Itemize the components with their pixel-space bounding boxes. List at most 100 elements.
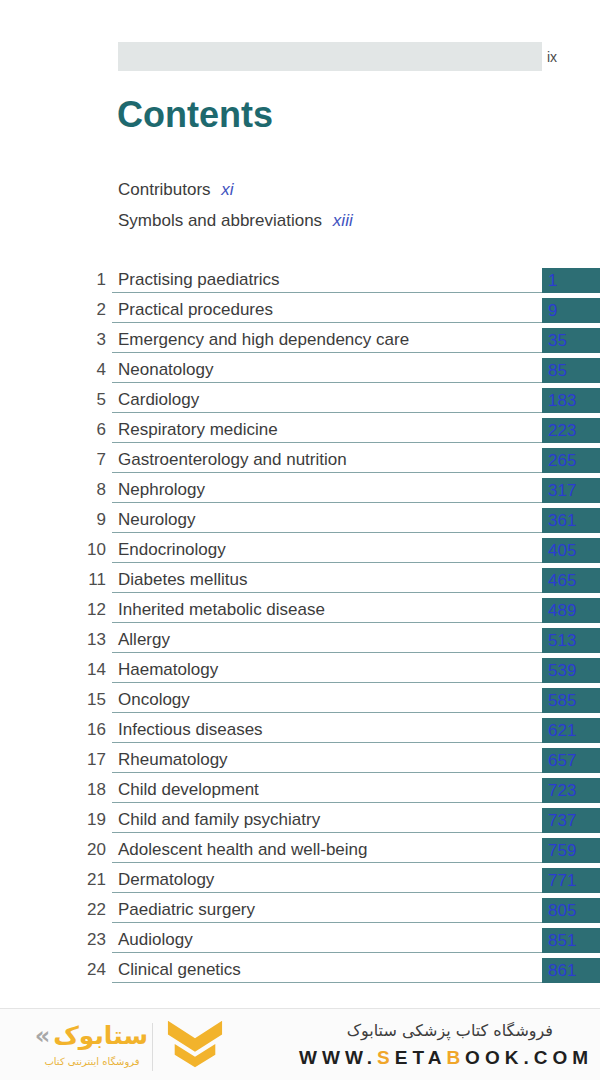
running-head-bar: [118, 42, 542, 71]
toc-row: 5 Cardiology 183: [0, 386, 600, 416]
chapter-number: 6: [0, 417, 106, 442]
chapter-title: Rheumatology: [118, 747, 228, 772]
front-matter-page-number: xi: [221, 180, 233, 199]
toc-row: 7 Gastroenterology and nutrition 265: [0, 446, 600, 476]
toc-row: 1 Practising paediatrics 1: [0, 266, 600, 296]
url-accent-s: S: [377, 1047, 395, 1068]
chapter-title: Paediatric surgery: [118, 897, 255, 922]
url-part: ETA: [395, 1047, 447, 1068]
chapter-title: Diabetes mellitus: [118, 567, 247, 592]
toc-row: 13 Allergy 513: [0, 626, 600, 656]
toc-row: 10 Endocrinology 405: [0, 536, 600, 566]
chapter-title: Haematology: [118, 657, 218, 682]
chapter-number: 13: [0, 627, 106, 652]
row-rule: [112, 532, 542, 533]
page-title: Contents: [117, 97, 273, 133]
chapter-page-badge: 759: [542, 838, 600, 863]
toc-row: 11 Diabetes mellitus 465: [0, 566, 600, 596]
chapter-page-badge: 85: [542, 358, 600, 383]
toc-row: 23 Audiology 851: [0, 926, 600, 956]
url-part: OOK.COM: [465, 1047, 593, 1068]
chapter-title: Child development: [118, 777, 259, 802]
chapter-number: 24: [0, 957, 106, 982]
row-rule: [112, 322, 542, 323]
chapter-page-badge: 737: [542, 808, 600, 833]
chapter-number: 1: [0, 267, 106, 292]
chapter-number: 21: [0, 867, 106, 892]
toc-list: 1 Practising paediatrics 1 2 Practical p…: [0, 266, 600, 986]
row-rule: [112, 412, 542, 413]
row-rule: [112, 592, 542, 593]
row-rule: [112, 982, 542, 983]
toc-row: 17 Rheumatology 657: [0, 746, 600, 776]
row-rule: [112, 472, 542, 473]
chapter-number: 23: [0, 927, 106, 952]
toc-row: 19 Child and family psychiatry 737: [0, 806, 600, 836]
chapter-number: 12: [0, 597, 106, 622]
chapter-title: Emergency and high dependency care: [118, 327, 409, 352]
logo-tagline: فروشگاه اینترنتی کتاب: [36, 1056, 148, 1067]
chapter-number: 11: [0, 567, 106, 592]
row-rule: [112, 862, 542, 863]
chapter-title: Child and family psychiatry: [118, 807, 320, 832]
chapter-title: Audiology: [118, 927, 193, 952]
site-url[interactable]: WWW.SETABOOK.COM: [299, 1047, 593, 1069]
toc-row: 9 Neurology 361: [0, 506, 600, 536]
chapter-title: Neurology: [118, 507, 196, 532]
toc-row: 16 Infectious diseases 621: [0, 716, 600, 746]
row-rule: [112, 382, 542, 383]
front-matter-label: Symbols and abbreviations: [118, 211, 322, 230]
chapter-title: Practical procedures: [118, 297, 273, 322]
chapter-number: 15: [0, 687, 106, 712]
front-matter-list: Contributors xi Symbols and abbreviation…: [118, 174, 353, 236]
row-rule: [112, 442, 542, 443]
store-name-farsi: فروشگاه کتاب پزشکی ستابوک: [347, 1021, 553, 1040]
toc-row: 15 Oncology 585: [0, 686, 600, 716]
row-rule: [112, 832, 542, 833]
row-rule: [112, 952, 542, 953]
folio-page-number: ix: [547, 49, 557, 65]
setabook-logo-text: ستابوک: [53, 1021, 148, 1050]
row-rule: [112, 802, 542, 803]
url-accent-b: B: [446, 1047, 465, 1068]
chapter-page-badge: 223: [542, 418, 600, 443]
toc-row: 12 Inherited metabolic disease 489: [0, 596, 600, 626]
chapter-page-badge: 9: [542, 298, 600, 323]
setabook-wordmark: « ستابوک: [30, 1021, 148, 1050]
chapter-title: Clinical genetics: [118, 957, 241, 982]
row-rule: [112, 652, 542, 653]
toc-row: 2 Practical procedures 9: [0, 296, 600, 326]
chapter-page-badge: 621: [542, 718, 600, 743]
chapter-page-badge: 183: [542, 388, 600, 413]
chapter-page-badge: 861: [542, 958, 600, 983]
chapter-page-badge: 489: [542, 598, 600, 623]
toc-row: 22 Paediatric surgery 805: [0, 896, 600, 926]
chapter-number: 8: [0, 477, 106, 502]
chapter-number: 4: [0, 357, 106, 382]
chapter-page-badge: 465: [542, 568, 600, 593]
chapter-page-badge: 539: [542, 658, 600, 683]
chapter-number: 9: [0, 507, 106, 532]
toc-row: 14 Haematology 539: [0, 656, 600, 686]
chapter-number: 3: [0, 327, 106, 352]
footer: « ستابوک فروشگاه اینترنتی کتاب فروشگاه ک…: [0, 1008, 600, 1080]
chapter-number: 20: [0, 837, 106, 862]
row-rule: [112, 292, 542, 293]
toc-row: 3 Emergency and high dependency care 35: [0, 326, 600, 356]
chapter-number: 16: [0, 717, 106, 742]
front-matter-label: Contributors: [118, 180, 211, 199]
chapter-page-badge: 585: [542, 688, 600, 713]
front-matter-item: Contributors xi: [118, 174, 353, 205]
chapter-title: Adolescent health and well-being: [118, 837, 368, 862]
row-rule: [112, 922, 542, 923]
toc-row: 21 Dermatology 771: [0, 866, 600, 896]
chapter-title: Cardiology: [118, 387, 199, 412]
chapter-number: 18: [0, 777, 106, 802]
chapter-title: Dermatology: [118, 867, 214, 892]
chapter-number: 19: [0, 807, 106, 832]
toc-row: 24 Clinical genetics 861: [0, 956, 600, 986]
row-rule: [112, 562, 542, 563]
row-rule: [112, 682, 542, 683]
toc-row: 18 Child development 723: [0, 776, 600, 806]
chapter-title: Infectious diseases: [118, 717, 263, 742]
